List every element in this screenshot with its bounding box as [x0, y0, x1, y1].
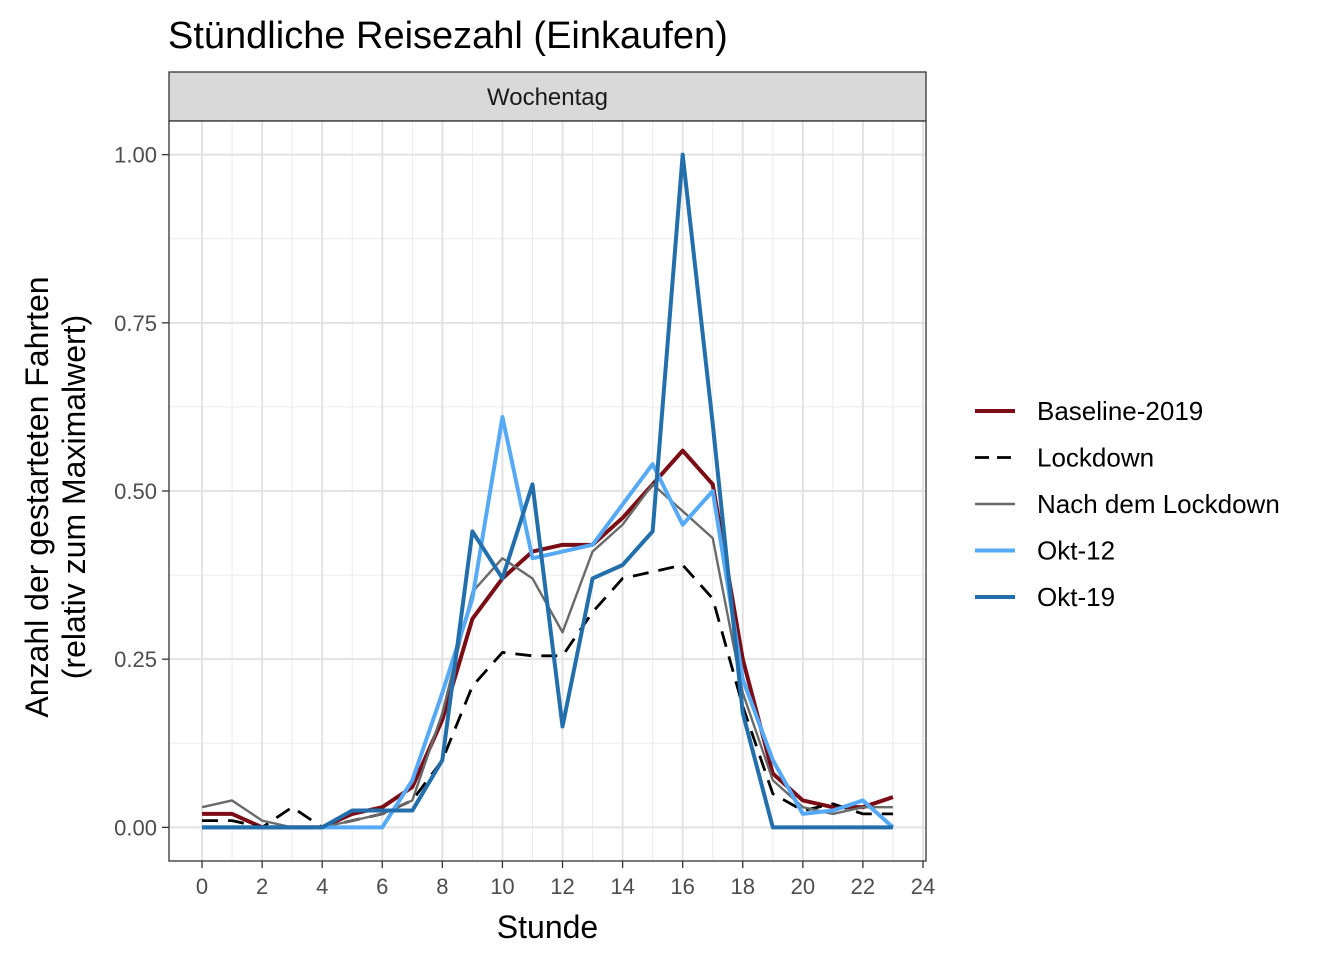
series-line-5: [202, 152, 893, 830]
series-line-2: [202, 563, 893, 829]
x-tick-label: 24: [911, 874, 935, 899]
facet-label: Wochentag: [487, 84, 608, 111]
x-tick-label: 12: [550, 874, 574, 899]
legend-label-5: Okt-19: [1037, 582, 1115, 612]
y-axis-label-line-2: (relativ zum Maximalwert): [56, 315, 92, 679]
x-tick-label: 18: [731, 874, 755, 899]
x-tick-label: 14: [610, 874, 634, 899]
y-tick-label: 0.25: [114, 647, 157, 672]
legend-label-4: Okt-12: [1037, 536, 1115, 566]
x-tick-label: 10: [490, 874, 514, 899]
grid-major: [169, 121, 926, 861]
facet-strip: [168, 71, 927, 122]
x-tick-label: 8: [436, 874, 448, 899]
x-tick-label: 22: [851, 874, 875, 899]
series-lines: [201, 152, 895, 830]
x-tick-label: 20: [791, 874, 815, 899]
chart-title: Stündliche Reisezahl (Einkaufen): [168, 15, 728, 57]
x-tick-label: 16: [670, 874, 694, 899]
x-tick-label: 2: [256, 874, 268, 899]
x-tick-label: 4: [316, 874, 328, 899]
x-tick-label: 6: [376, 874, 388, 899]
legend: Baseline-2019 Lockdown Nach dem Lockdown Ok…: [975, 396, 1280, 612]
y-axis-label: Anzahl der gestarteten Fahrten (relativ …: [19, 276, 92, 717]
legend-label-2: Lockdown: [1037, 443, 1154, 473]
x-tick-label: 0: [196, 874, 208, 899]
y-tick-label: 0.00: [114, 815, 157, 840]
y-tick-label: 1.00: [114, 143, 157, 168]
legend-label-1: Baseline-2019: [1037, 396, 1203, 426]
y-tick-label: 0.75: [114, 311, 157, 336]
y-axis: 0.00 0.25 0.50 0.75 1.00: [114, 143, 169, 840]
y-tick-label: 0.50: [114, 479, 157, 504]
y-axis-label-line-1: Anzahl der gestarteten Fahrten: [19, 276, 55, 717]
x-axis-label: Stunde: [497, 909, 598, 945]
legend-label-3: Nach dem Lockdown: [1037, 489, 1280, 519]
x-axis: 0 2 4 6 8 10 12 14 16 18 20 22 24: [196, 861, 935, 899]
